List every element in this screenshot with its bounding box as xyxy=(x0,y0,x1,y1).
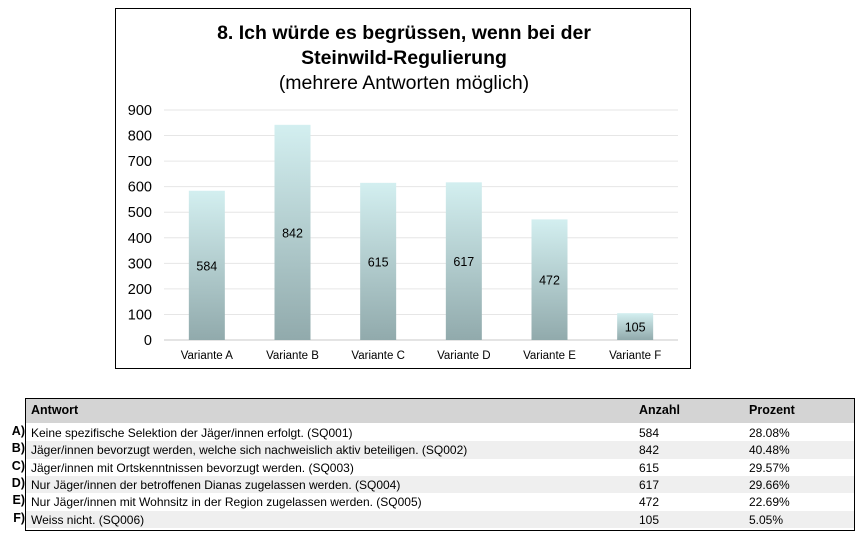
percent-cell: 40.48% xyxy=(749,443,790,458)
x-category-label: Variante A xyxy=(181,350,234,362)
row-letter: C) xyxy=(11,458,25,473)
results-table: Antwort Anzahl Prozent Keine spezifische… xyxy=(25,398,855,531)
answer-cell: Weiss nicht. (SQ006) xyxy=(31,512,145,527)
x-category-label: Variante B xyxy=(266,350,319,362)
y-tick-label: 700 xyxy=(128,154,152,170)
data-label: 105 xyxy=(625,321,646,335)
x-category-label: Variante D xyxy=(437,350,490,362)
bar-variante-a xyxy=(188,190,225,340)
percent-cell: 29.57% xyxy=(749,460,790,475)
header-percent: Prozent xyxy=(749,403,795,417)
row-letter: E) xyxy=(12,493,26,508)
y-tick-label: 600 xyxy=(128,180,152,196)
count-cell: 842 xyxy=(639,443,660,458)
x-category-label: Variante F xyxy=(609,350,661,362)
header-count: Anzahl xyxy=(639,403,680,417)
header-answer: Antwort xyxy=(31,403,79,417)
answer-cell: Jäger/innen mit Ortskenntnissen bevorzug… xyxy=(31,460,354,475)
count-cell: 105 xyxy=(639,512,660,527)
bar-variante-b xyxy=(274,124,311,340)
row-letter: B) xyxy=(11,441,25,456)
x-category-label: Variante E xyxy=(523,350,576,362)
y-tick-label: 500 xyxy=(128,205,152,221)
table-row: Weiss nicht. (SQ006) 105 5.05% xyxy=(26,510,854,528)
y-tick-label: 0 xyxy=(144,333,152,349)
answer-cell: Jäger/innen bevorzugt werden, welche sic… xyxy=(31,443,468,458)
chart-frame: 0 100 200 300 400 500 600 700 800 900 584 Variante … xyxy=(115,8,691,369)
chart-title: 8. Ich würde es begrüssen, wenn bei der … xyxy=(116,21,692,71)
count-cell: 615 xyxy=(639,460,660,475)
y-tick-label: 200 xyxy=(128,282,152,298)
bar-variante-f xyxy=(617,313,654,340)
y-tick-label: 800 xyxy=(128,129,152,145)
row-letter: D) xyxy=(11,475,25,490)
data-label: 617 xyxy=(453,255,474,269)
percent-cell: 28.08% xyxy=(749,426,790,440)
y-tick-label: 100 xyxy=(128,307,152,323)
data-label: 472 xyxy=(539,274,560,288)
table-header-row: Antwort Anzahl Prozent xyxy=(26,399,854,423)
answer-cell: Nur Jäger/innen mit Wohnsitz in der Regi… xyxy=(31,495,422,510)
percent-cell: 29.66% xyxy=(749,477,790,492)
table-row: Nur Jäger/innen der betroffenen Dianas z… xyxy=(26,475,854,494)
percent-cell: 22.69% xyxy=(749,495,790,510)
data-label: 842 xyxy=(282,226,303,240)
table-row: Jäger/innen bevorzugt werden, welche sic… xyxy=(26,441,854,459)
answer-cell: Keine spezifische Selektion der Jäger/in… xyxy=(31,426,353,440)
y-tick-label: 300 xyxy=(128,256,152,272)
data-label: 584 xyxy=(196,259,217,273)
data-label: 615 xyxy=(368,255,389,269)
count-cell: 472 xyxy=(639,495,660,510)
chart-title-line-2: Steinwild-Regulierung xyxy=(301,47,507,69)
chart-subtitle: (mehrere Antworten möglich) xyxy=(278,72,530,94)
bar-chart: 0 100 200 300 400 500 600 700 800 900 584 Variante … xyxy=(128,103,678,362)
bar-variante-e xyxy=(531,219,568,340)
chart-title-line-1: 8. Ich würde es begrüssen, wenn bei der xyxy=(217,22,591,44)
bar-variante-d xyxy=(445,182,482,340)
answer-cell: Nur Jäger/innen der betroffenen Dianas z… xyxy=(31,477,401,492)
table-row: Jäger/innen mit Ortskenntnissen bevorzug… xyxy=(26,458,854,476)
bar-variante-c xyxy=(360,182,397,340)
y-tick-label: 900 xyxy=(128,103,152,119)
x-category-label: Variante C xyxy=(351,350,404,362)
table-row: Keine spezifische Selektion der Jäger/in… xyxy=(26,424,854,442)
count-cell: 584 xyxy=(639,426,660,440)
table-row: Nur Jäger/innen mit Wohnsitz in der Regi… xyxy=(26,493,854,511)
row-letter: A) xyxy=(11,424,25,438)
row-letter: F) xyxy=(13,510,25,525)
percent-cell: 5.05% xyxy=(749,512,784,527)
count-cell: 617 xyxy=(639,477,660,492)
y-tick-label: 400 xyxy=(128,231,152,247)
